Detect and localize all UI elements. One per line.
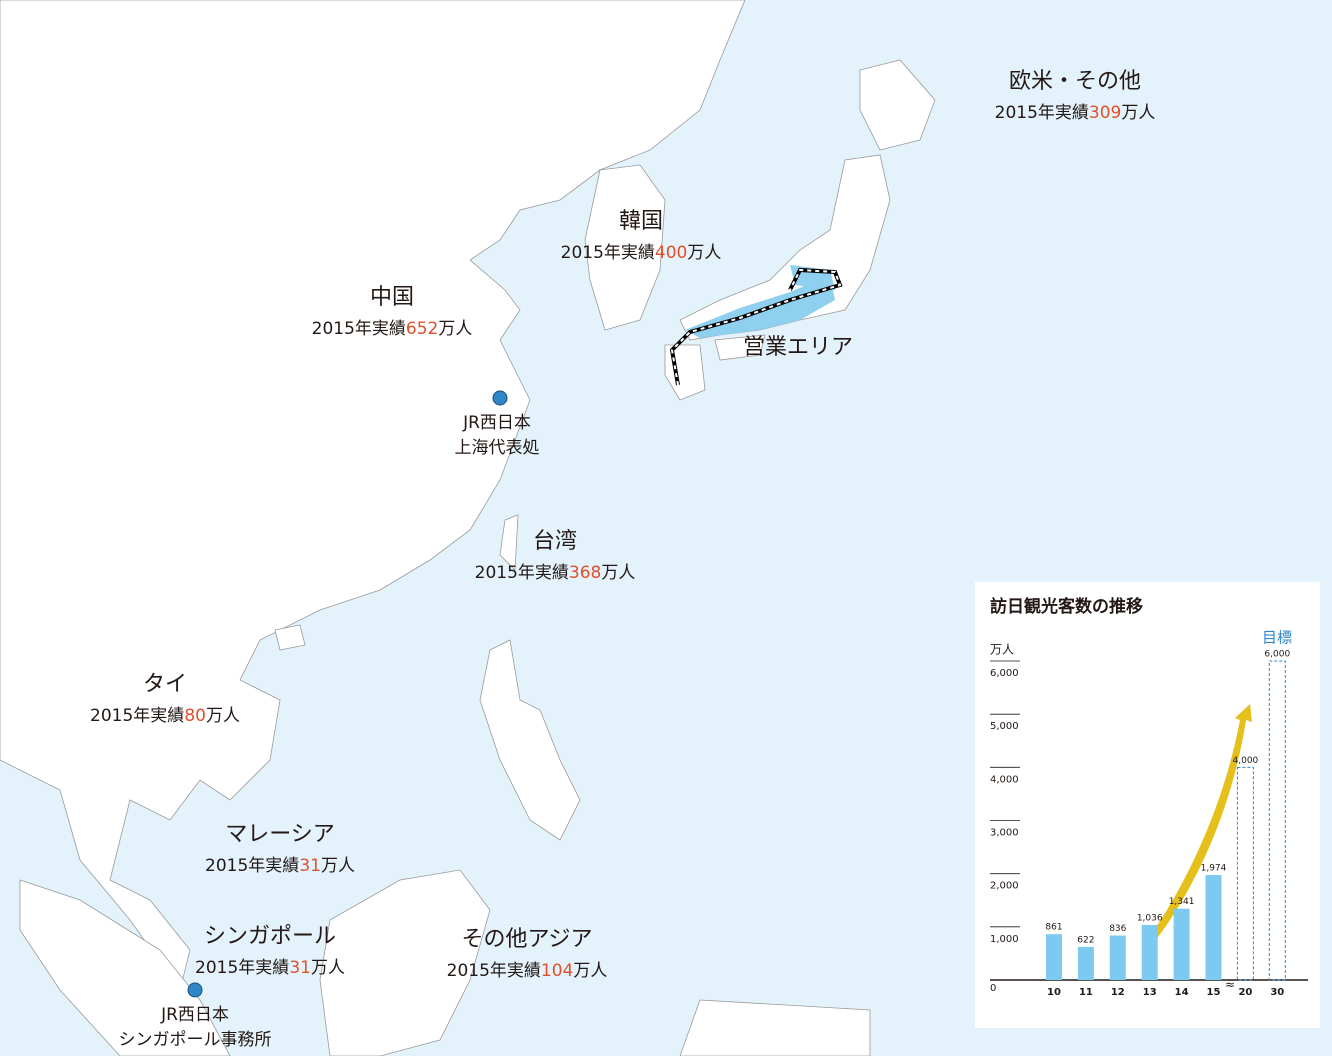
region-name: 欧米・その他 [1009, 69, 1141, 94]
value-label: 4,000 [1233, 756, 1259, 766]
bar [1046, 934, 1062, 980]
bar [1173, 908, 1190, 980]
x-tick-label: 15 [1207, 987, 1221, 998]
result-prefix: 2015年実績 [312, 319, 406, 339]
region-name: 台湾 [533, 529, 577, 554]
result-value: 80 [184, 706, 206, 726]
region-name: タイ [143, 672, 187, 697]
office-label: JR西日本 [462, 413, 531, 433]
result-unit: 万人 [206, 706, 240, 726]
area-label: 営業エリア [743, 335, 853, 360]
x-tick-label: 11 [1079, 987, 1093, 998]
unit-label: 万人 [990, 643, 1014, 657]
y-tick-label: 5,000 [990, 721, 1019, 732]
region-name: マレーシア [225, 822, 335, 847]
y-tick-label: 1,000 [990, 934, 1019, 945]
region-result: 2015年実績31万人 [195, 958, 345, 978]
result-value: 309 [1089, 103, 1121, 123]
result-unit: 万人 [601, 563, 635, 583]
bar [1077, 946, 1094, 980]
region-name: 中国 [370, 285, 414, 310]
y-tick-label: 6,000 [990, 668, 1019, 679]
result-unit: 万人 [311, 958, 345, 978]
office-markers [187, 390, 508, 998]
region-result: 2015年実績400万人 [561, 243, 722, 263]
value-label: 861 [1045, 923, 1062, 933]
region-result: 2015年実績652万人 [312, 319, 473, 339]
result-value: 368 [569, 563, 601, 583]
result-unit: 万人 [321, 856, 355, 876]
office-dot [492, 390, 508, 406]
region-name: その他アジア [461, 927, 592, 952]
result-value: 652 [406, 319, 438, 339]
result-prefix: 2015年実績 [90, 706, 184, 726]
result-value: 31 [289, 958, 311, 978]
region-result: 2015年実績309万人 [995, 103, 1156, 123]
x-tick-label: 20 [1238, 987, 1252, 998]
region-result: 2015年実績31万人 [205, 856, 355, 876]
region-result: 2015年実績104万人 [447, 961, 608, 981]
value-label: 1,974 [1201, 864, 1227, 874]
result-unit: 万人 [573, 961, 607, 981]
x-tick-label: 13 [1143, 987, 1157, 998]
region-result: 2015年実績80万人 [90, 706, 240, 726]
trend-arrow [1146, 704, 1252, 945]
bar [1141, 924, 1158, 980]
chart-title: 訪日観光客数の推移 [990, 596, 1143, 617]
bar [1268, 660, 1286, 981]
result-prefix: 2015年実績 [447, 961, 541, 981]
x-tick-label: 30 [1270, 987, 1284, 998]
result-unit: 万人 [438, 319, 472, 339]
x-tick-label: 10 [1047, 987, 1061, 998]
office-label: JR西日本 [160, 1005, 229, 1025]
result-prefix: 2015年実績 [475, 563, 569, 583]
result-prefix: 2015年実績 [205, 856, 299, 876]
result-prefix: 2015年実績 [995, 103, 1089, 123]
office-dot [187, 982, 203, 998]
office-label: シンガポール事務所 [119, 1030, 272, 1050]
y-tick-label: 3,000 [990, 828, 1019, 839]
result-unit: 万人 [687, 243, 721, 263]
region-name: 韓国 [619, 209, 663, 234]
value-label: 1,036 [1137, 913, 1163, 923]
annotation: 目標 [1262, 629, 1292, 647]
result-value: 400 [655, 243, 687, 263]
result-value: 31 [299, 856, 321, 876]
x-tick-label: 14 [1175, 987, 1189, 998]
region-result: 2015年実績368万人 [475, 563, 636, 583]
x-tick-label: 12 [1111, 987, 1125, 998]
office-label: 上海代表処 [455, 438, 540, 458]
value-label: 836 [1109, 924, 1126, 934]
sales-area [669, 265, 843, 386]
result-prefix: 2015年実績 [561, 243, 655, 263]
bar [1236, 766, 1254, 981]
region-name: シンガポール [204, 924, 336, 949]
bar [1205, 875, 1222, 980]
value-label: 622 [1077, 935, 1094, 945]
value-label: 6,000 [1264, 650, 1290, 660]
y-tick-label: 2,000 [990, 881, 1019, 892]
axis-break: ≈ [1225, 978, 1235, 992]
result-value: 104 [541, 961, 573, 981]
result-prefix: 2015年実績 [195, 958, 289, 978]
value-label: 1,341 [1169, 897, 1195, 907]
result-unit: 万人 [1121, 103, 1155, 123]
y-tick-label: 0 [990, 983, 996, 994]
y-tick-label: 4,000 [990, 774, 1019, 785]
bar [1109, 935, 1126, 980]
